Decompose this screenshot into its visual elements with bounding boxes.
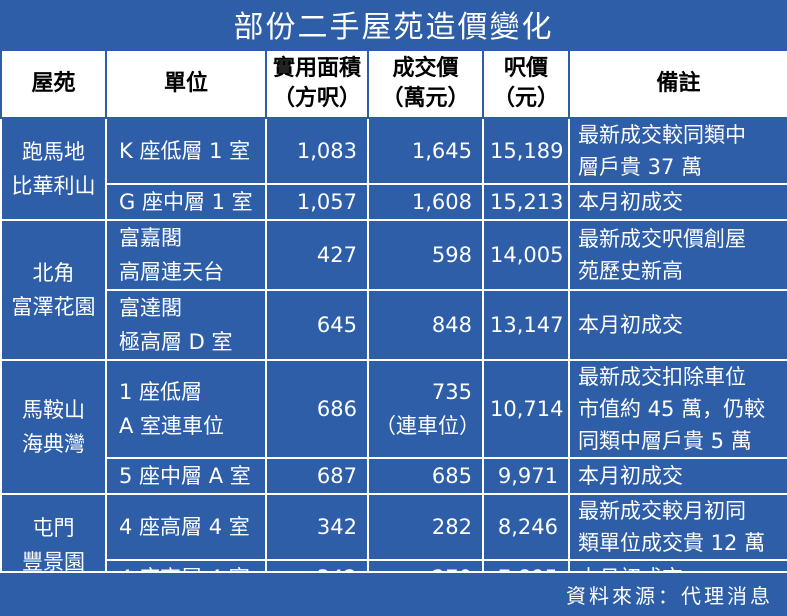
estate-name-line1: 跑馬地	[22, 140, 85, 164]
psf-cell: 8,246	[482, 493, 570, 561]
note-line2: 層戶貴 37 萬	[578, 155, 703, 179]
note-line1: 本月初成交	[578, 190, 683, 214]
note-cell: 最新成交呎價創屋 苑歷史新高	[568, 219, 787, 291]
note-cell: 本月初成交	[568, 289, 787, 361]
price-table: 屋苑 單位 實用面積 （方呎） 成交價 （萬元） 呎價 （元） 備註	[0, 49, 787, 597]
estate-name-line2: 豐景園	[22, 550, 85, 574]
header-area-line2: （方呎）	[273, 86, 362, 111]
price-cell: 735 （連車位）	[367, 359, 484, 459]
unit-text: G 座中層 1 室	[119, 190, 253, 214]
graphic-title: 部份二手屋苑造價變化	[0, 0, 787, 48]
price-cell: 685	[367, 457, 484, 495]
psf-cell: 15,213	[482, 183, 570, 221]
area-cell: 427	[265, 219, 369, 291]
unit-cell: K 座低層 1 室	[105, 117, 267, 185]
header-price-line2: （萬元）	[381, 86, 470, 111]
note-line1: 最新成交扣除車位	[578, 365, 746, 389]
unit-cell: 富嘉閣 高層連天台	[105, 219, 267, 291]
header-psf: 呎價 （元）	[482, 49, 570, 119]
unit-cell: 5 座中層 A 室	[105, 457, 267, 495]
header-estate: 屋苑	[0, 49, 107, 119]
unit-cell: G 座中層 1 室	[105, 183, 267, 221]
unit-text: 4 座高層 4 室	[119, 515, 250, 539]
header-row: 屋苑 單位 實用面積 （方呎） 成交價 （萬元） 呎價 （元） 備註	[0, 49, 787, 119]
note-line1: 最新成交較月初同	[578, 499, 746, 523]
unit-cell: 1 座低層 A 室連車位	[105, 359, 267, 459]
note-line1: 本月初成交	[578, 313, 683, 337]
estate-cell: 跑馬地 比華利山	[0, 117, 107, 221]
area-cell: 687	[265, 457, 369, 495]
unit-text-line1: 富達閣	[119, 296, 182, 320]
note-line1: 本月初成交	[578, 464, 683, 488]
price-cell: 1,645	[367, 117, 484, 185]
note-cell: 本月初成交	[568, 457, 787, 495]
header-area: 實用面積 （方呎）	[265, 49, 369, 119]
note-line1: 最新成交較同類中	[578, 123, 746, 147]
note-line2: 苑歷史新高	[578, 259, 683, 283]
unit-text-line2: A 室連車位	[119, 414, 225, 438]
header-note: 備註	[568, 49, 787, 119]
unit-text-line2: 高層連天台	[119, 260, 224, 284]
area-cell: 1,057	[265, 183, 369, 221]
estate-name-line2: 比華利山	[11, 174, 96, 198]
estate-cell: 馬鞍山 海典灣	[0, 359, 107, 495]
header-unit: 單位	[105, 49, 267, 119]
table-row: 北角 富澤花園 富嘉閣 高層連天台 427 598 14,005 最新成交呎價創…	[0, 219, 787, 361]
note-line3: 同類中層戶貴 5 萬	[578, 429, 752, 453]
header-psf-line2: （元）	[492, 86, 559, 111]
table-row: 富達閣 極高層 D 室 645 848 13,147 本月初成交	[1, 289, 787, 361]
unit-cell: 4 座高層 4 室	[105, 493, 267, 561]
psf-cell: 9,971	[482, 457, 570, 495]
price-line2: （連車位）	[375, 414, 480, 438]
header-area-line1: 實用面積	[273, 56, 362, 81]
estate-name-line1: 北角	[32, 261, 75, 285]
estate-cell: 北角 富澤花園	[0, 219, 107, 361]
area-cell: 1,083	[265, 117, 369, 185]
unit-text-line2: 極高層 D 室	[119, 330, 233, 354]
price-cell: 848	[367, 289, 484, 361]
note-cell: 最新成交扣除車位 市值約 45 萬，仍較 同類中層戶貴 5 萬	[568, 359, 787, 459]
estate-name-line1: 馬鞍山	[22, 398, 85, 422]
price-line1: 735	[431, 380, 472, 404]
note-cell: 最新成交較月初同 類單位成交貴 12 萬	[568, 493, 787, 561]
note-cell: 最新成交較同類中 層戶貴 37 萬	[568, 117, 787, 185]
table-row: G 座中層 1 室 1,057 1,608 15,213 本月初成交	[1, 183, 787, 221]
unit-text: 5 座中層 A 室	[119, 464, 251, 488]
table-row: 馬鞍山 海典灣 1 座低層 A 室連車位 686 735 （連車位） 10,71…	[0, 359, 787, 495]
price-cell: 1,608	[367, 183, 484, 221]
unit-text: K 座低層 1 室	[119, 139, 251, 163]
table-row: 屯門 豐景園 4 座高層 4 室 342 282 8,246 最新成交較月初同 …	[0, 493, 787, 597]
header-price: 成交價 （萬元）	[367, 49, 484, 119]
note-line2: 市值約 45 萬，仍較	[578, 397, 766, 421]
estate-name-line2: 富澤花園	[11, 295, 96, 319]
unit-text-line1: 1 座低層	[119, 380, 203, 404]
price-cell: 282	[367, 493, 484, 561]
area-cell: 342	[265, 493, 369, 561]
header-psf-line1: 呎價	[503, 56, 548, 81]
note-line2: 類單位成交貴 12 萬	[578, 531, 766, 555]
header-price-line1: 成交價	[392, 56, 459, 81]
unit-cell: 富達閣 極高層 D 室	[105, 289, 267, 361]
table-row: 5 座中層 A 室 687 685 9,971 本月初成交	[1, 457, 787, 495]
psf-cell: 14,005	[482, 219, 570, 291]
estate-name-line1: 屯門	[32, 516, 75, 540]
psf-cell: 13,147	[482, 289, 570, 361]
estate-name-line2: 海典灣	[22, 432, 85, 456]
psf-cell: 10,714	[482, 359, 570, 459]
area-cell: 686	[265, 359, 369, 459]
price-cell: 598	[367, 219, 484, 291]
source-footer: 資料來源：代理消息	[0, 571, 787, 616]
note-cell: 本月初成交	[568, 183, 787, 221]
unit-text-line1: 富嘉閣	[119, 226, 182, 250]
table-row: 跑馬地 比華利山 K 座低層 1 室 1,083 1,645 15,189 最新…	[0, 117, 787, 221]
area-cell: 645	[265, 289, 369, 361]
note-line1: 最新成交呎價創屋	[578, 227, 746, 251]
psf-cell: 15,189	[482, 117, 570, 185]
